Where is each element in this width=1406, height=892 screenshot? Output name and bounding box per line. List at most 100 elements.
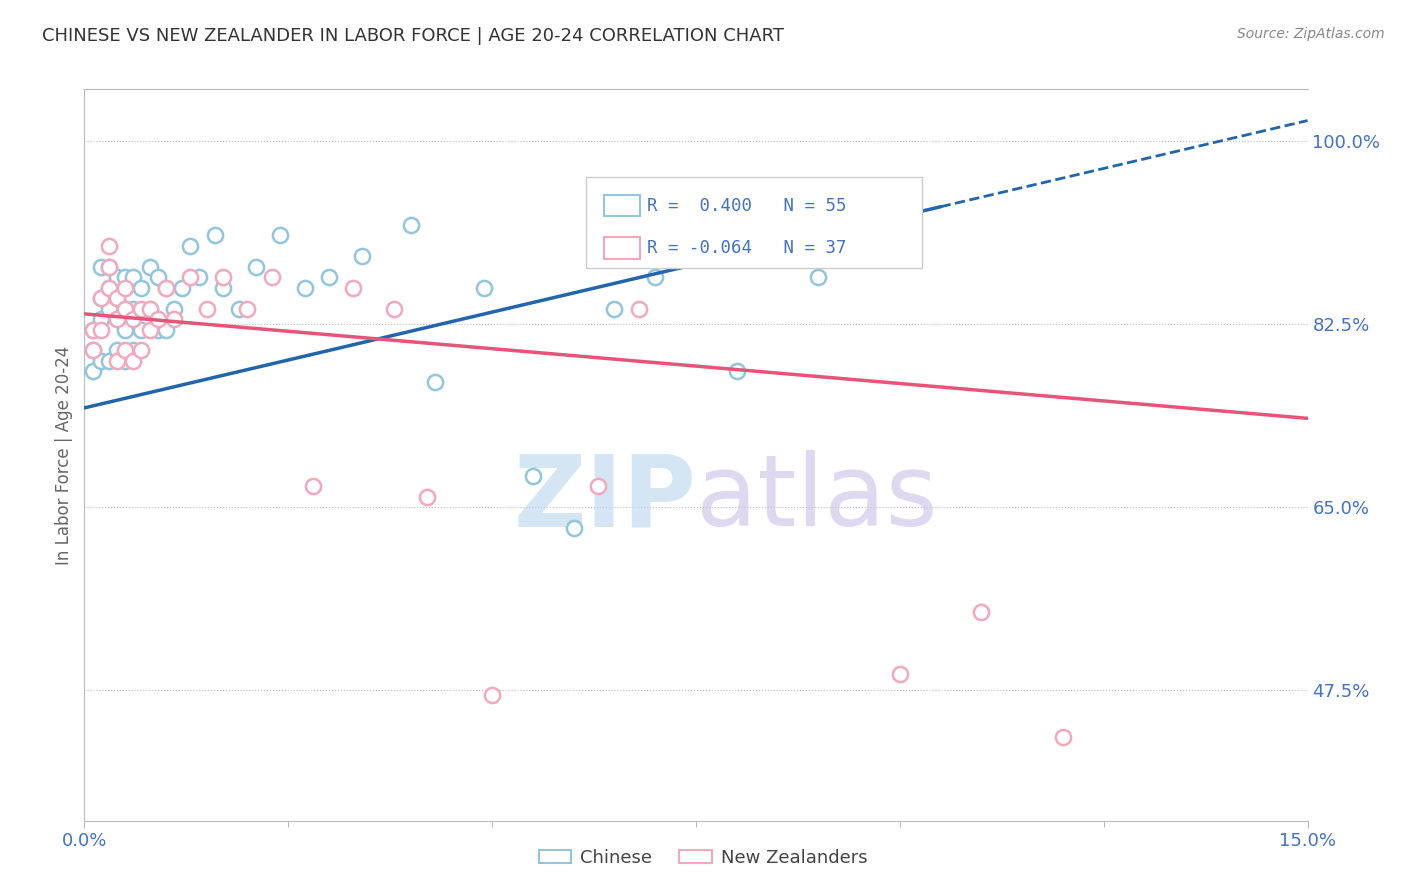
Point xyxy=(644,270,666,285)
Point xyxy=(122,343,145,358)
Point xyxy=(138,260,160,274)
Point xyxy=(260,270,283,285)
Point xyxy=(212,270,235,285)
Point xyxy=(97,260,120,274)
Point xyxy=(342,281,364,295)
Point xyxy=(195,301,218,316)
Point xyxy=(294,281,316,295)
Point xyxy=(562,521,585,535)
Point xyxy=(382,301,405,316)
Point xyxy=(90,354,112,368)
Point xyxy=(481,688,503,702)
Point xyxy=(97,354,120,368)
Point xyxy=(114,343,136,358)
Point xyxy=(122,354,145,368)
Point xyxy=(399,218,422,232)
Point xyxy=(131,281,153,295)
Point xyxy=(1052,730,1074,744)
Point xyxy=(155,281,177,295)
Point xyxy=(82,343,104,358)
Point xyxy=(766,239,789,253)
Point xyxy=(155,281,177,295)
Text: R =  0.400   N = 55: R = 0.400 N = 55 xyxy=(647,197,846,215)
Point xyxy=(131,343,153,358)
Text: ZIP: ZIP xyxy=(513,450,696,548)
Point xyxy=(725,364,748,378)
Point xyxy=(228,301,250,316)
Point xyxy=(114,281,136,295)
Point xyxy=(163,312,186,326)
Point xyxy=(105,291,128,305)
Point xyxy=(627,301,650,316)
Point xyxy=(131,301,153,316)
FancyBboxPatch shape xyxy=(605,195,640,217)
Point xyxy=(97,260,120,274)
Point xyxy=(970,605,993,619)
Point xyxy=(122,270,145,285)
Point xyxy=(97,301,120,316)
Point xyxy=(138,301,160,316)
Point xyxy=(155,322,177,336)
Point xyxy=(179,270,201,285)
Point xyxy=(105,343,128,358)
Point xyxy=(889,667,911,681)
Point xyxy=(122,301,145,316)
FancyBboxPatch shape xyxy=(605,237,640,259)
Point xyxy=(105,354,128,368)
Point xyxy=(146,270,169,285)
Point xyxy=(82,364,104,378)
Point xyxy=(301,479,323,493)
Point xyxy=(122,312,145,326)
Text: Source: ZipAtlas.com: Source: ZipAtlas.com xyxy=(1237,27,1385,41)
Point xyxy=(82,322,104,336)
Text: R = -0.064   N = 37: R = -0.064 N = 37 xyxy=(647,239,846,257)
Point xyxy=(97,281,120,295)
Point xyxy=(603,301,626,316)
Point xyxy=(423,375,446,389)
Point xyxy=(90,291,112,305)
Point xyxy=(416,490,439,504)
Point xyxy=(146,322,169,336)
Point xyxy=(105,291,128,305)
Point xyxy=(212,281,235,295)
Point xyxy=(90,312,112,326)
Point xyxy=(114,270,136,285)
Point xyxy=(97,281,120,295)
Point xyxy=(807,270,830,285)
Legend: Chinese, New Zealanders: Chinese, New Zealanders xyxy=(531,842,875,874)
Point xyxy=(522,468,544,483)
Point xyxy=(187,270,209,285)
Point xyxy=(114,354,136,368)
Point xyxy=(138,301,160,316)
Point xyxy=(236,301,259,316)
Point xyxy=(138,322,160,336)
Point xyxy=(105,312,128,326)
Point xyxy=(318,270,340,285)
Point xyxy=(82,343,104,358)
Point xyxy=(163,301,186,316)
Point xyxy=(90,291,112,305)
Text: atlas: atlas xyxy=(696,450,938,548)
Point xyxy=(848,218,870,232)
Point xyxy=(586,479,609,493)
Point xyxy=(131,322,153,336)
Point xyxy=(90,260,112,274)
Point xyxy=(889,228,911,243)
Point xyxy=(269,228,291,243)
Point xyxy=(105,270,128,285)
Point xyxy=(204,228,226,243)
Point xyxy=(179,239,201,253)
Point xyxy=(146,312,169,326)
Point xyxy=(97,239,120,253)
FancyBboxPatch shape xyxy=(586,177,922,268)
Point xyxy=(172,281,194,295)
Point xyxy=(245,260,267,274)
Point xyxy=(114,301,136,316)
Y-axis label: In Labor Force | Age 20-24: In Labor Force | Age 20-24 xyxy=(55,345,73,565)
Point xyxy=(350,249,373,263)
Point xyxy=(90,322,112,336)
Point xyxy=(685,186,707,201)
Point xyxy=(114,322,136,336)
Text: CHINESE VS NEW ZEALANDER IN LABOR FORCE | AGE 20-24 CORRELATION CHART: CHINESE VS NEW ZEALANDER IN LABOR FORCE … xyxy=(42,27,785,45)
Point xyxy=(472,281,495,295)
